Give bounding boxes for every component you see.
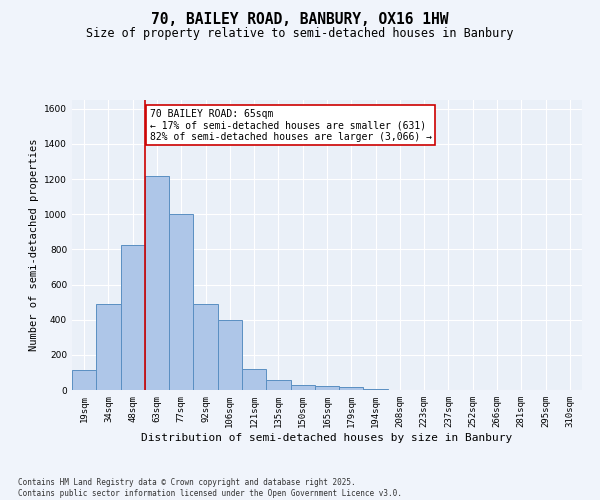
- Bar: [266, 380, 290, 390]
- X-axis label: Distribution of semi-detached houses by size in Banbury: Distribution of semi-detached houses by …: [142, 432, 512, 442]
- Bar: [169, 214, 193, 390]
- Bar: [242, 369, 266, 390]
- Bar: [121, 245, 145, 390]
- Bar: [315, 386, 339, 390]
- Text: Contains HM Land Registry data © Crown copyright and database right 2025.
Contai: Contains HM Land Registry data © Crown c…: [18, 478, 402, 498]
- Bar: [96, 304, 121, 390]
- Bar: [72, 370, 96, 390]
- Text: 70 BAILEY ROAD: 65sqm
← 17% of semi-detached houses are smaller (631)
82% of sem: 70 BAILEY ROAD: 65sqm ← 17% of semi-deta…: [150, 109, 432, 142]
- Bar: [364, 389, 388, 390]
- Bar: [145, 176, 169, 390]
- Bar: [290, 384, 315, 390]
- Text: 70, BAILEY ROAD, BANBURY, OX16 1HW: 70, BAILEY ROAD, BANBURY, OX16 1HW: [151, 12, 449, 28]
- Text: Size of property relative to semi-detached houses in Banbury: Size of property relative to semi-detach…: [86, 28, 514, 40]
- Bar: [218, 320, 242, 390]
- Bar: [339, 388, 364, 390]
- Bar: [193, 304, 218, 390]
- Y-axis label: Number of semi-detached properties: Number of semi-detached properties: [29, 138, 38, 352]
